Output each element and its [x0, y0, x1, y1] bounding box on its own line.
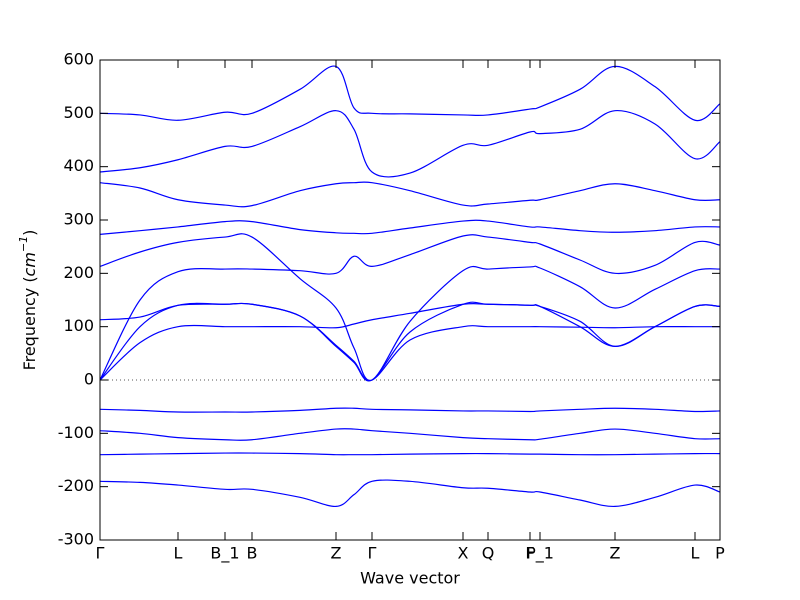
y-tick-label: 200 — [63, 263, 94, 282]
x-tick-label: Γ — [368, 544, 377, 563]
band-line — [99, 181, 721, 208]
y-axis-label-close: ) — [20, 230, 39, 236]
y-tick-label: -300 — [58, 530, 94, 549]
y-tick-label: 500 — [63, 103, 94, 122]
band-line — [99, 234, 721, 381]
y-axis-label: Frequency (cm−1) — [17, 230, 39, 371]
x-tick-label: Q — [482, 544, 495, 563]
x-tick-label: Z — [610, 544, 621, 563]
x-axis-label: Wave vector — [360, 569, 460, 588]
x-tick-label: L — [174, 544, 183, 563]
y-axis-label-text: Frequency ( — [20, 276, 39, 370]
x-tick-label: Z — [331, 544, 342, 563]
x-tick-label: X — [458, 544, 469, 563]
y-tick-label: -200 — [58, 476, 94, 495]
y-axis-label-unit: cm — [20, 252, 39, 276]
band-line — [99, 452, 721, 456]
x-tick-label: P_1 — [526, 544, 554, 564]
y-tick-label: 0 — [84, 370, 94, 389]
plot-frame — [99, 59, 721, 541]
y-tick-label: 400 — [63, 156, 94, 175]
y-axis-label-exponent: −1 — [17, 236, 30, 252]
band-line — [99, 301, 721, 382]
band-line — [99, 407, 721, 413]
x-tick-label: B — [247, 544, 258, 563]
band-line — [99, 219, 721, 235]
y-tick-label: -100 — [58, 423, 94, 442]
y-tick-label: 100 — [63, 316, 94, 335]
band-line — [99, 233, 721, 381]
y-tick-label: 300 — [63, 210, 94, 229]
x-tick-label: F — [525, 544, 534, 563]
band-line — [99, 479, 721, 508]
y-tick-label: 600 — [63, 50, 94, 69]
band-line — [99, 110, 721, 178]
band-line — [99, 428, 721, 441]
x-tick-label: L — [691, 544, 700, 563]
x-tick-label: P — [715, 544, 725, 563]
x-tick-label: B_1 — [210, 544, 239, 564]
x-tick-label: Γ — [96, 544, 105, 563]
